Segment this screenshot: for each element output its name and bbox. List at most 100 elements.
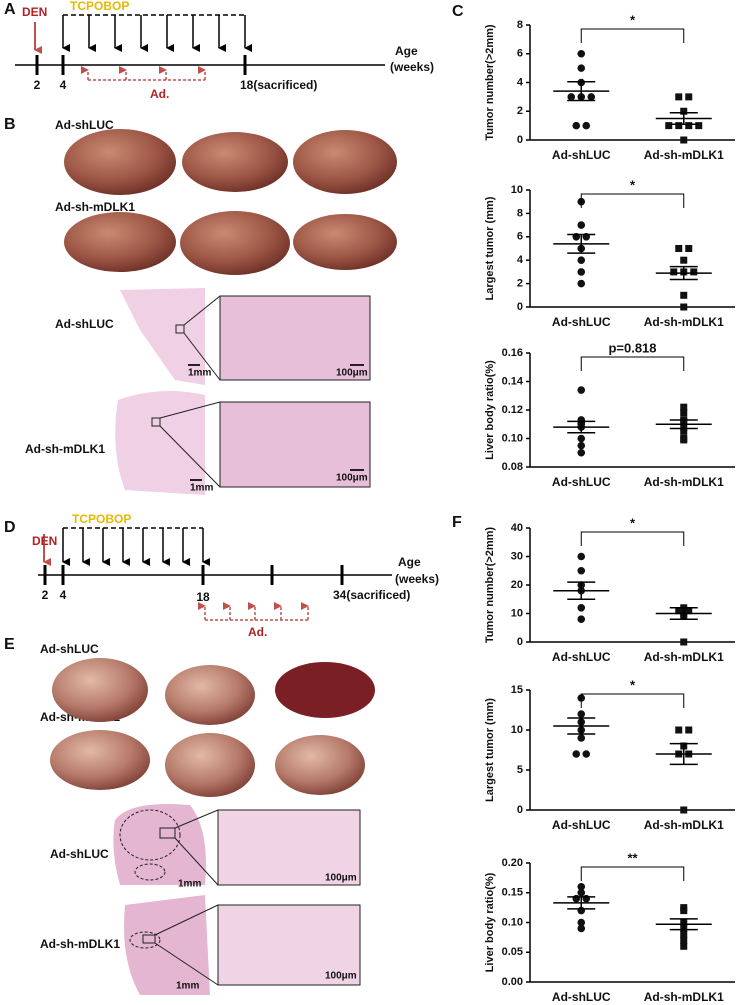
y-tick-label: 0.12 xyxy=(502,404,523,416)
y-tick-label: 0.15 xyxy=(502,887,523,899)
data-point xyxy=(680,936,688,944)
y-tick-label: 40 xyxy=(511,522,523,534)
data-point xyxy=(675,607,683,615)
axis-label: Age xyxy=(398,555,421,569)
axis-label: (weeks) xyxy=(390,60,434,74)
axis-label: (weeks) xyxy=(395,572,439,586)
significance-bracket xyxy=(580,28,685,43)
data-point xyxy=(680,291,688,299)
inducer-label: DEN xyxy=(32,534,57,548)
data-point xyxy=(690,268,698,276)
error-bar xyxy=(669,742,698,766)
significance-label: * xyxy=(630,515,636,530)
row-label: Ad-shLUC xyxy=(50,847,109,861)
histology xyxy=(115,288,371,495)
data-point xyxy=(680,409,688,417)
data-point xyxy=(685,607,693,615)
row-label: Ad-shLUC xyxy=(55,118,114,132)
data-point xyxy=(680,136,688,144)
scale-label: 100μm xyxy=(336,473,368,484)
data-point xyxy=(685,726,693,734)
error-bar xyxy=(567,233,596,254)
y-tick-label: 0.10 xyxy=(502,432,523,444)
significance-label: * xyxy=(630,677,636,692)
error-bar xyxy=(669,419,698,430)
y-tick-label: 8 xyxy=(517,19,523,31)
data-point xyxy=(582,894,591,903)
y-tick-label: 5 xyxy=(517,764,523,776)
data-point xyxy=(680,303,688,311)
data-point xyxy=(582,121,591,130)
data-point xyxy=(577,256,586,265)
data-point xyxy=(680,403,688,411)
data-point xyxy=(577,566,586,575)
data-point xyxy=(680,436,688,444)
liver-photos xyxy=(64,129,397,275)
data-point xyxy=(577,49,586,58)
data-point xyxy=(577,448,586,457)
y-tick-label: 6 xyxy=(517,231,523,243)
error-bar xyxy=(669,265,698,281)
data-point xyxy=(680,930,688,938)
histology xyxy=(113,804,361,995)
y-tick-label: 15 xyxy=(511,684,523,696)
data-point xyxy=(582,750,591,758)
scale-label: 1mm xyxy=(188,368,211,379)
data-point xyxy=(577,434,586,443)
significance-bracket xyxy=(580,693,685,708)
data-point xyxy=(577,710,586,718)
data-point xyxy=(685,122,693,130)
data-point xyxy=(572,894,581,903)
data-point xyxy=(577,221,586,229)
data-point xyxy=(587,93,596,101)
panel-label: B xyxy=(4,116,16,133)
y-tick-label: 0 xyxy=(517,636,523,648)
significance-label: p=0.818 xyxy=(608,340,656,355)
tick-label: 34(sacrificed) xyxy=(333,588,410,602)
y-axis-label: Liver body ratio(%) xyxy=(484,872,496,972)
x-tick-label: Ad-shLUC xyxy=(552,475,611,489)
data-point xyxy=(577,552,586,561)
data-point xyxy=(685,245,693,252)
scale-label: 1mm xyxy=(178,879,201,890)
significance-bracket xyxy=(580,356,685,371)
data-point xyxy=(675,726,683,734)
y-tick-label: 4 xyxy=(517,254,524,266)
x-tick-label: Ad-shLUC xyxy=(552,315,611,329)
x-tick-label: Ad-shLUC xyxy=(552,990,611,1004)
liver-photos xyxy=(50,658,375,797)
x-tick-label: Ad-sh-mDLK1 xyxy=(644,990,724,1004)
x-tick-label: Ad-sh-mDLK1 xyxy=(644,475,724,489)
axis-label: Age xyxy=(395,44,418,58)
y-axis-label: Liver body ratio(%) xyxy=(484,360,496,460)
tick-label: 2 xyxy=(42,588,49,602)
y-tick-label: 10 xyxy=(511,724,523,736)
data-point xyxy=(680,806,688,814)
y-tick-label: 8 xyxy=(517,207,523,219)
row-label: Ad-sh-mDLK1 xyxy=(55,200,135,214)
data-point xyxy=(577,386,586,394)
y-tick-label: 0 xyxy=(517,134,523,146)
y-axis-label: Largest tumor (mm) xyxy=(484,698,496,802)
y-tick-label: 0.20 xyxy=(502,857,523,869)
data-point xyxy=(567,93,576,101)
treatment-label: Ad. xyxy=(248,625,267,639)
significance-bracket xyxy=(580,531,685,546)
significance-bracket xyxy=(580,193,685,208)
data-point xyxy=(577,64,586,72)
scale-label: 100μm xyxy=(336,368,368,379)
data-point xyxy=(577,279,586,288)
inducer-label: DEN xyxy=(22,5,47,19)
data-point xyxy=(675,245,683,252)
data-point xyxy=(675,93,683,101)
timeline xyxy=(38,527,392,621)
data-point xyxy=(695,122,703,130)
data-point xyxy=(577,268,586,276)
scale-label: 100μm xyxy=(325,971,357,982)
timeline xyxy=(15,14,385,81)
error-bar xyxy=(567,896,596,910)
scale-label: 1mm xyxy=(176,981,199,992)
data-point xyxy=(685,93,693,101)
tick-label: 18 xyxy=(196,590,210,604)
